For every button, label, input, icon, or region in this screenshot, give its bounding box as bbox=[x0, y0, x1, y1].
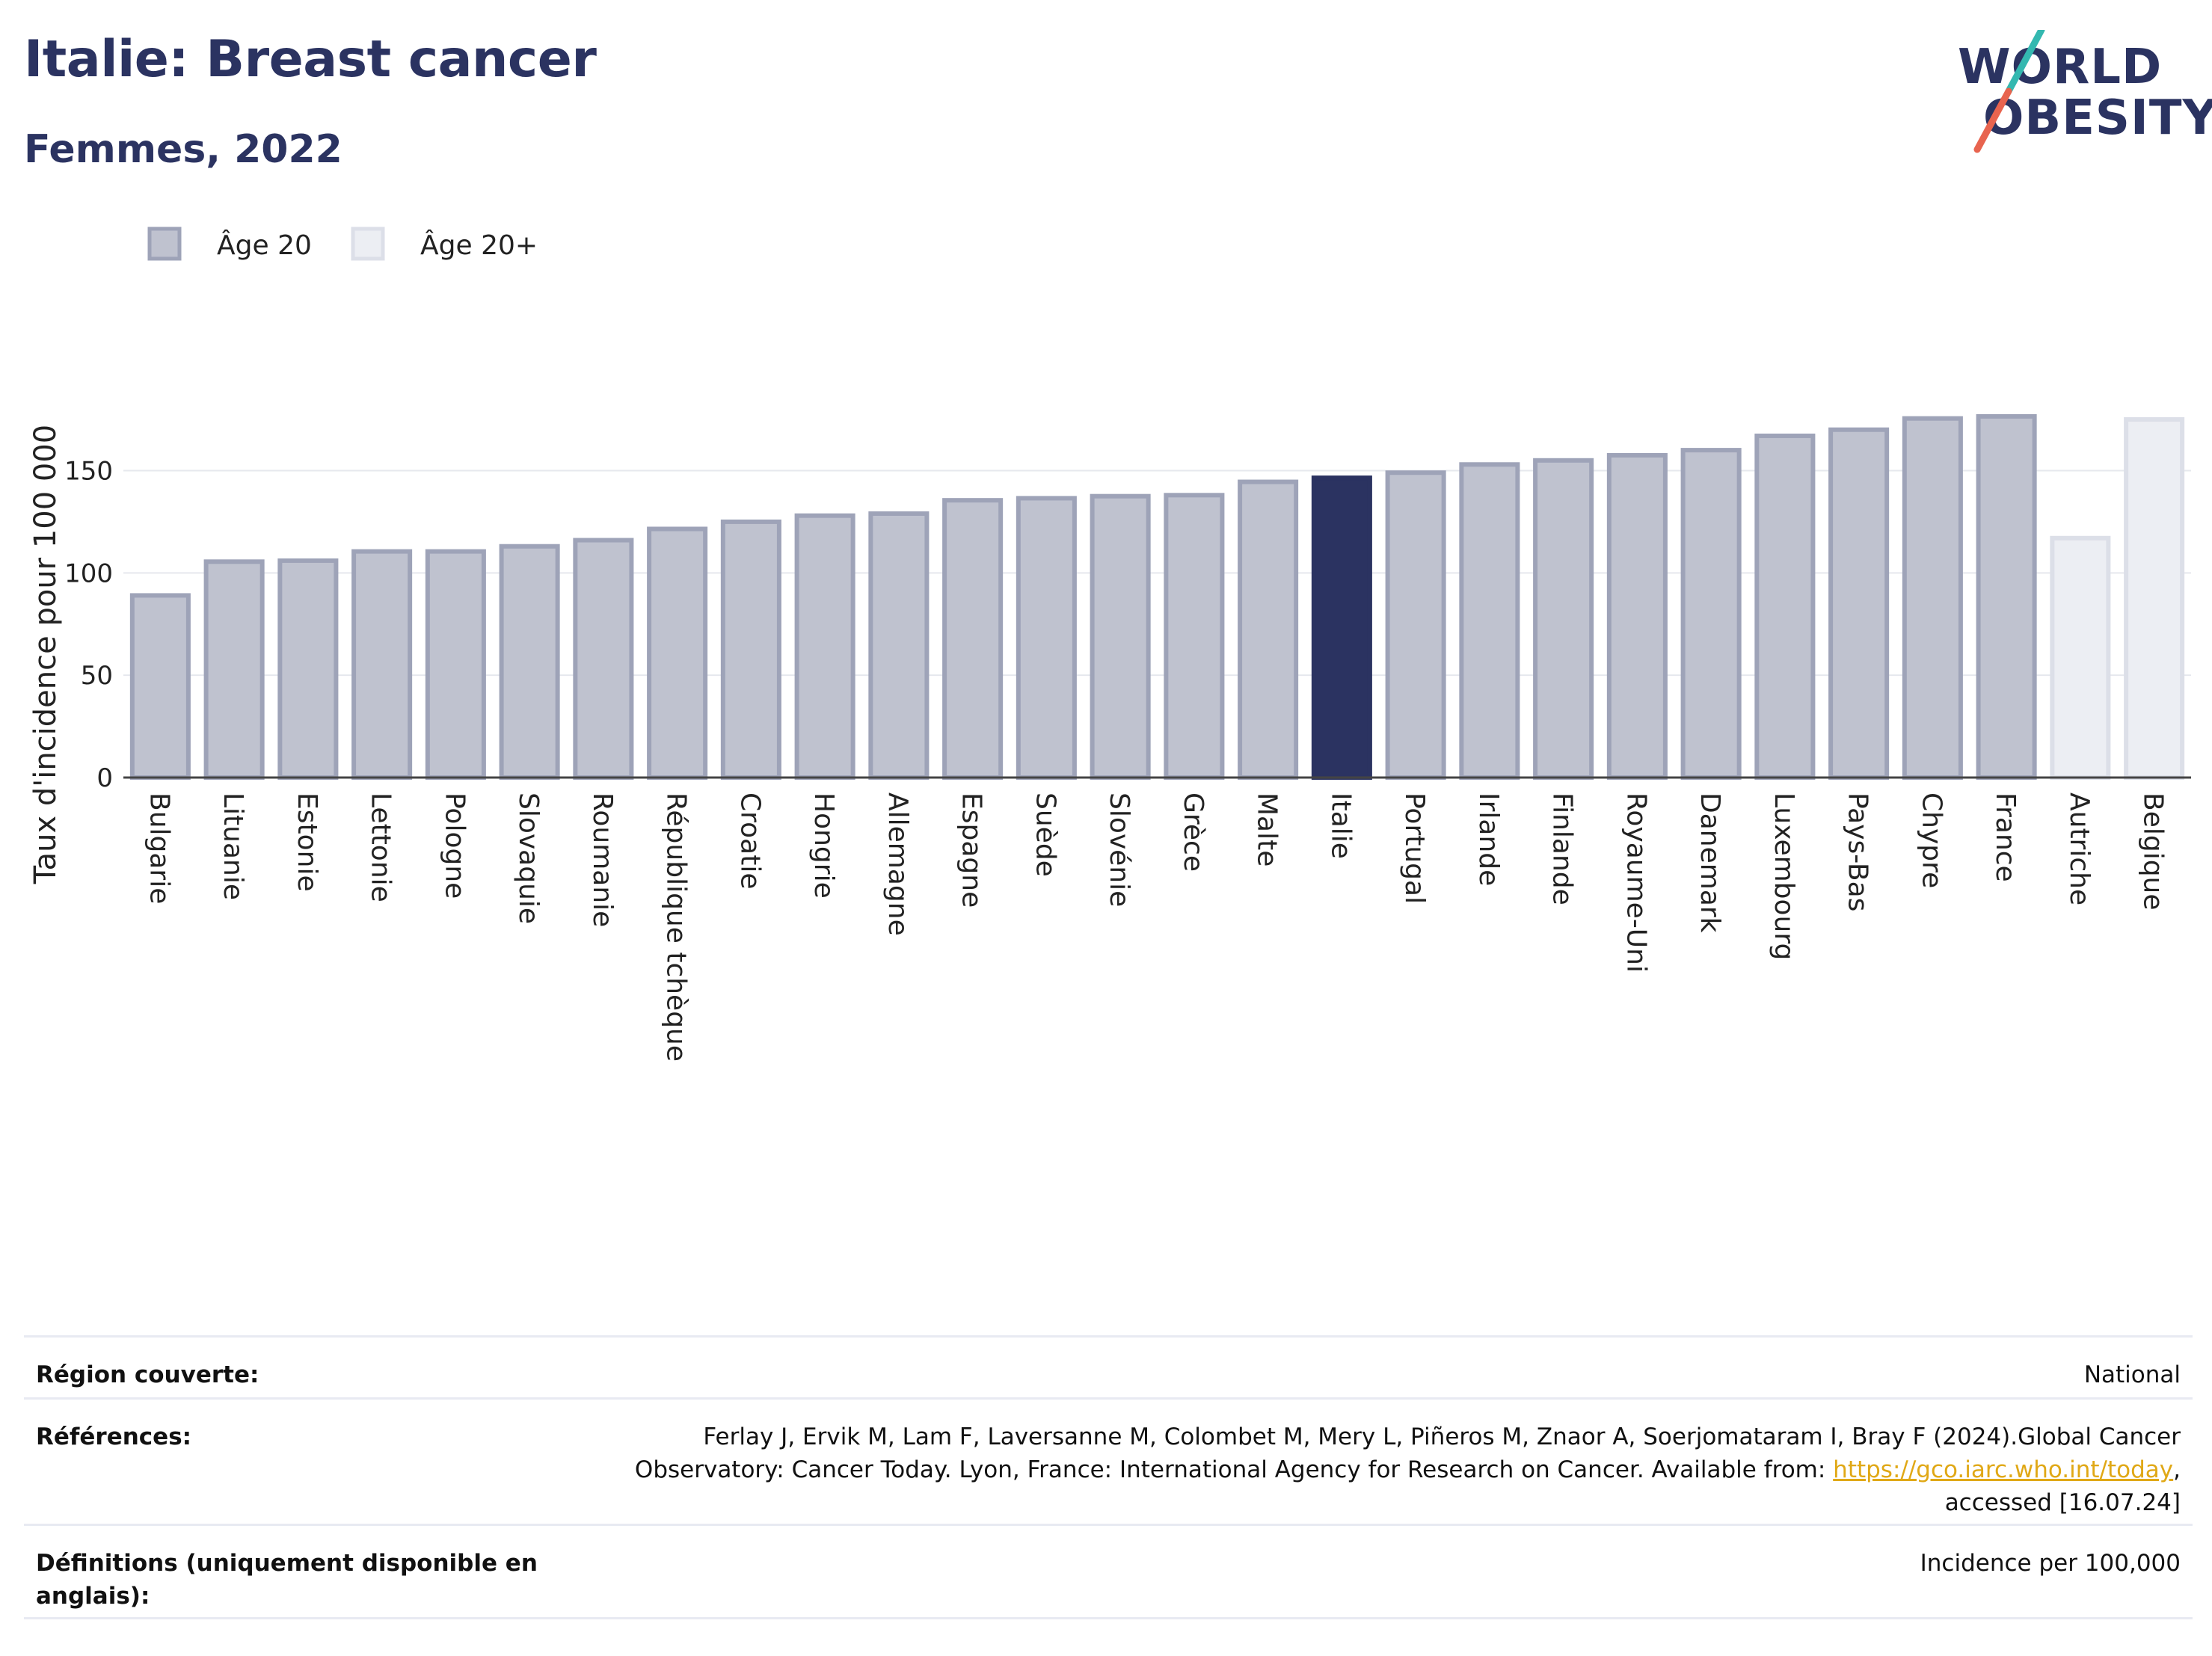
legend-label: Âge 20+ bbox=[420, 230, 538, 261]
x-tick-label: Allemagne bbox=[882, 792, 913, 936]
x-tick-label: Autriche bbox=[2064, 792, 2095, 905]
bar-roumanie bbox=[573, 538, 634, 780]
references-link[interactable]: https://gco.iarc.who.int/today bbox=[1833, 1456, 2174, 1483]
x-tick-label: Pays-Bas bbox=[1843, 792, 1873, 911]
references-row: Références: Ferlay J, Ervik M, Lam F, La… bbox=[24, 1397, 2193, 1524]
bar-portugal bbox=[1385, 470, 1446, 780]
x-tick-label: Suède bbox=[1030, 792, 1060, 877]
bar-belgique bbox=[2124, 417, 2185, 780]
bar-danemark bbox=[1680, 448, 1742, 780]
definitions-row: Définitions (uniquement disponible en an… bbox=[24, 1524, 2193, 1619]
references-label: Références: bbox=[36, 1423, 192, 1450]
bar-france bbox=[1976, 413, 2037, 780]
region-row: Région couverte: National bbox=[24, 1335, 2193, 1397]
bar-royaume-uni bbox=[1606, 452, 1668, 780]
y-tick-label: 0 bbox=[96, 763, 113, 793]
logo-slash-icon bbox=[1973, 30, 2045, 153]
legend-label: Âge 20 bbox=[217, 230, 312, 261]
references-value: Ferlay J, Ervik M, Lam F, Laversanne M, … bbox=[544, 1400, 2193, 1524]
bar-chypre bbox=[1902, 416, 1963, 780]
bar-suède bbox=[1016, 496, 1077, 780]
x-tick-label: République tchèque bbox=[661, 792, 692, 1062]
x-tick-label: Slovaquie bbox=[513, 792, 544, 924]
references-line3: accessed [16.07.24] bbox=[1944, 1489, 2181, 1516]
logo-text-line1: WORLD bbox=[1958, 40, 2163, 95]
bar-irlande bbox=[1459, 462, 1520, 780]
bar-italie bbox=[1311, 475, 1372, 780]
legend-swatch bbox=[351, 227, 385, 261]
bar-finlande bbox=[1533, 458, 1594, 780]
bar-luxembourg bbox=[1754, 433, 1816, 780]
bar-grèce bbox=[1164, 493, 1225, 780]
x-tick-label: Belgique bbox=[2138, 792, 2169, 911]
x-tick-label: Lituanie bbox=[218, 792, 248, 900]
bar-slovaquie bbox=[499, 544, 560, 780]
bar-bulgarie bbox=[129, 593, 191, 781]
x-tick-label: Pologne bbox=[439, 792, 470, 899]
x-tick-label: Luxembourg bbox=[1769, 792, 1799, 960]
region-value: National bbox=[2083, 1361, 2181, 1388]
bar-pays-bas bbox=[1828, 427, 1890, 780]
x-tick-label: Estonie bbox=[292, 792, 322, 892]
definitions-value: Incidence per 100,000 bbox=[1920, 1550, 2181, 1577]
y-tick-label: 100 bbox=[64, 558, 113, 588]
bar-slovénie bbox=[1090, 493, 1151, 780]
bar-lituanie bbox=[203, 559, 265, 780]
bar-pologne bbox=[425, 549, 486, 780]
x-tick-label: Portugal bbox=[1399, 792, 1430, 904]
x-tick-label: Espagne bbox=[956, 792, 987, 908]
references-line1: Ferlay J, Ervik M, Lam F, Laversanne M, … bbox=[703, 1423, 2181, 1450]
x-tick-label: Royaume-Uni bbox=[1620, 792, 1651, 973]
x-tick-label: Malte bbox=[1252, 792, 1282, 867]
bar-lettonie bbox=[351, 549, 413, 780]
x-tick-label: Grèce bbox=[1178, 792, 1208, 872]
page-title: Italie: Breast cancer bbox=[24, 30, 597, 89]
x-tick-label: Bulgarie bbox=[144, 792, 174, 904]
x-tick-label: Finlande bbox=[1547, 792, 1578, 905]
x-tick-label: Italie bbox=[1325, 792, 1356, 859]
references-line2-text: Observatory: Cancer Today. Lyon, France:… bbox=[634, 1456, 1834, 1483]
bar-hongrie bbox=[794, 513, 855, 780]
bar-estonie bbox=[277, 558, 339, 780]
x-tick-label: Irlande bbox=[1473, 792, 1504, 886]
x-tick-label: Roumanie bbox=[587, 792, 618, 927]
y-tick-label: 50 bbox=[81, 661, 113, 691]
y-axis-label: Taux d'incidence pour 100 000 bbox=[28, 425, 63, 884]
x-tick-label: Croatie bbox=[734, 792, 765, 890]
x-tick-label: Chypre bbox=[1916, 792, 1947, 888]
x-tick-label: France bbox=[1990, 792, 2021, 882]
x-tick-label: Danemark bbox=[1695, 792, 1725, 933]
references-line2-end: , bbox=[2173, 1456, 2181, 1483]
region-label: Région couverte: bbox=[36, 1361, 259, 1388]
metadata-table: Région couverte: National Références: Fe… bbox=[24, 1335, 2193, 1619]
x-tick-label: Hongrie bbox=[808, 792, 839, 899]
references-line2: Observatory: Cancer Today. Lyon, France:… bbox=[544, 1453, 2181, 1486]
x-tick-label: Slovénie bbox=[1104, 792, 1134, 907]
legend-swatch bbox=[147, 227, 182, 261]
y-tick-label: 150 bbox=[64, 456, 113, 486]
x-tick-label: Lettonie bbox=[366, 792, 396, 902]
world-obesity-logo: WORLD OBESITY bbox=[1952, 30, 2212, 157]
bar-malte bbox=[1238, 479, 1299, 780]
logo-text-line2: OBESITY bbox=[1983, 90, 2212, 146]
page-subtitle: Femmes, 2022 bbox=[24, 127, 342, 172]
bar-allemagne bbox=[868, 511, 930, 780]
bar-république-tchèque bbox=[647, 526, 708, 780]
bar-croatie bbox=[720, 519, 781, 780]
definitions-label: Définitions (uniquement disponible en an… bbox=[36, 1550, 538, 1610]
bar-autriche bbox=[2050, 535, 2111, 780]
bar-espagne bbox=[942, 498, 1004, 780]
